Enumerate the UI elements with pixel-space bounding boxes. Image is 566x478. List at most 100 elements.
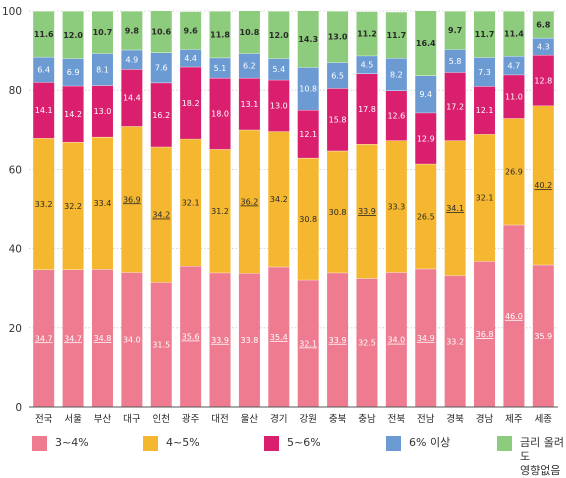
bar-segment: [532, 11, 554, 38]
legend-item: 3~4%: [32, 436, 89, 451]
data-label: 4.9: [125, 56, 138, 65]
data-label: 6.9: [67, 68, 80, 77]
data-label: 6.8: [536, 20, 551, 29]
bar-segment: [180, 266, 202, 407]
bar-segment: [209, 11, 231, 58]
bar-segment: [297, 110, 319, 158]
data-label: 46.0: [505, 312, 523, 321]
data-label: 34.0: [123, 336, 141, 345]
bar-segment: [474, 86, 496, 135]
data-label: 35.9: [534, 332, 552, 341]
data-label: 32.5: [358, 339, 376, 348]
bar-segment: [385, 90, 407, 141]
x-tick-label: 경기: [270, 413, 287, 425]
data-label: 34.2: [152, 211, 170, 220]
bar-segment: [268, 79, 290, 132]
bar-segment: [209, 57, 231, 78]
y-tick-label: 60: [9, 164, 22, 176]
data-label: 33.3: [387, 202, 405, 211]
bar-segment: [62, 142, 84, 270]
bar-segment: [209, 77, 231, 150]
bar-segment: [297, 10, 319, 68]
data-label: 14.1: [35, 106, 53, 115]
bar-segment: [297, 157, 319, 280]
bar-segment: [385, 58, 407, 91]
bar-segment: [327, 62, 349, 89]
data-label: 18.0: [211, 110, 229, 119]
data-label: 4.4: [184, 54, 197, 63]
data-label: 7.3: [478, 68, 491, 77]
bar-segment: [474, 57, 496, 87]
data-label: 11.7: [475, 30, 495, 39]
bar-segment: [91, 85, 113, 137]
bar-segment: [121, 126, 143, 273]
data-label: 33.9: [211, 336, 229, 345]
bar-segment: [415, 75, 437, 113]
data-label: 11.6: [34, 30, 54, 39]
y-tick-label: 80: [9, 85, 22, 97]
data-label: 11.7: [386, 31, 406, 40]
legend-swatch: [386, 436, 401, 451]
data-label: 10.6: [151, 28, 171, 37]
data-label: 36.2: [241, 197, 259, 206]
y-tick-label: 20: [9, 323, 22, 335]
bar-segment: [238, 273, 260, 407]
bar-segment: [180, 49, 202, 67]
data-label: 34.1: [446, 204, 464, 213]
bar-segment: [356, 144, 378, 279]
data-label: 32.1: [299, 339, 317, 348]
data-label: 10.8: [299, 85, 317, 94]
legend-label: 4~5%: [166, 436, 200, 449]
bar-segment: [327, 150, 349, 273]
bar-segment: [121, 49, 143, 70]
data-label: 18.2: [182, 99, 200, 108]
data-label: 31.2: [211, 207, 229, 216]
data-label: 15.8: [329, 116, 347, 125]
data-label: 33.4: [94, 199, 112, 208]
bar-segment: [33, 11, 55, 57]
bar-segment: [297, 279, 319, 407]
data-label: 12.0: [63, 31, 83, 40]
bar-segment: [150, 82, 172, 147]
x-tick-label: 대전: [211, 414, 228, 425]
data-label: 16.4: [416, 39, 436, 48]
bar-segment: [209, 272, 231, 407]
bar-segment: [327, 272, 349, 407]
data-label: 9.7: [448, 26, 462, 35]
bar-segment: [268, 58, 290, 80]
bar-segment: [238, 77, 260, 130]
data-label: 33.8: [241, 336, 259, 345]
data-label: 9.4: [419, 90, 432, 99]
legend-item: 4~5%: [143, 436, 200, 451]
bar-segment: [238, 129, 260, 274]
data-label: 8.2: [390, 70, 403, 79]
bar-segment: [150, 282, 172, 407]
data-label: 14.3: [298, 35, 318, 44]
bar-segment: [474, 261, 496, 407]
chart-svg: 34.7 33.2 14.1 6.4 11.6 34.7 32.2 14.2 6.9 12.0 34…: [2, 6, 558, 425]
bar-segment: [415, 10, 437, 76]
bar-segment: [385, 11, 407, 59]
bar-segment: [33, 269, 55, 407]
data-label: 34.0: [387, 336, 405, 345]
bar-segment: [327, 88, 349, 151]
y-tick-label: 100: [2, 6, 22, 18]
grid-layer: [29, 10, 558, 329]
chart-legend: 3~4% 4~5% 5~6% 6% 이상 금리 올려도 영향없음: [0, 428, 566, 477]
data-label: 12.9: [417, 134, 435, 143]
bar-segment: [238, 53, 260, 78]
bar-segment: [444, 72, 466, 141]
data-label: 13.0: [94, 107, 112, 116]
data-label: 34.7: [35, 334, 53, 343]
bar-segment: [356, 73, 378, 145]
legend-item: 금리 올려도 영향없음: [497, 436, 566, 478]
data-label: 30.8: [329, 208, 347, 217]
legend-swatch: [264, 436, 279, 451]
data-label: 12.1: [299, 130, 317, 139]
data-label: 6.2: [243, 62, 256, 71]
data-label: 13.0: [328, 33, 348, 42]
bar-segment: [121, 11, 143, 50]
bar-layer: [33, 10, 554, 407]
x-tick-label: 충남: [358, 414, 376, 425]
x-tick-label: 전북: [388, 414, 406, 425]
